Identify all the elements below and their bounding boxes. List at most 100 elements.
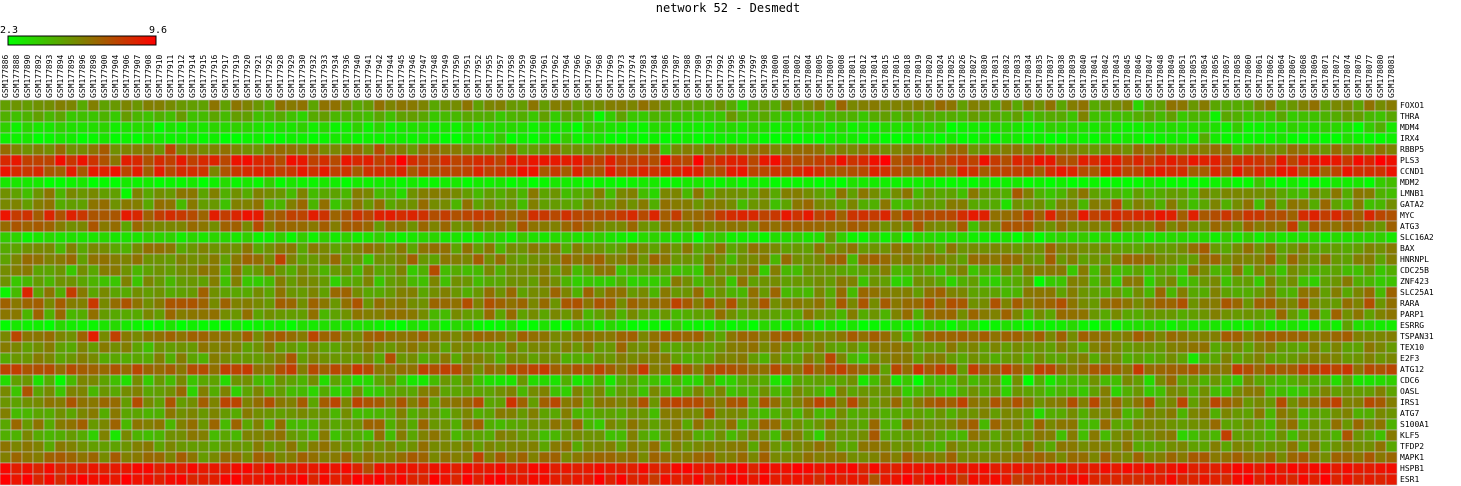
heatmap-cell (274, 264, 287, 277)
heatmap-cell (1110, 154, 1123, 167)
column-label: GSM178014 (870, 54, 879, 98)
heatmap-cell (175, 143, 188, 156)
heatmap-cell (1330, 319, 1343, 332)
heatmap-cell (164, 341, 177, 354)
row-label: PLS3 (1400, 156, 1419, 165)
heatmap-cell (241, 165, 254, 178)
heatmap-cell (142, 396, 155, 409)
heatmap-cell (703, 407, 716, 420)
heatmap-cell (1154, 418, 1167, 431)
heatmap-cell (131, 396, 144, 409)
heatmap-cell (54, 110, 67, 123)
heatmap-cell (868, 451, 881, 464)
heatmap-cell (1264, 198, 1277, 211)
heatmap-cell (1066, 110, 1079, 123)
heatmap-cell (868, 319, 881, 332)
heatmap-cell (230, 429, 243, 442)
heatmap-cell (978, 132, 991, 145)
row-label: SLC25A1 (1400, 288, 1434, 297)
heatmap-cell (307, 165, 320, 178)
heatmap-cell (98, 319, 111, 332)
heatmap-cell (1011, 429, 1024, 442)
heatmap-cell (1319, 308, 1332, 321)
column-label: GSM177898 (89, 54, 98, 98)
heatmap-cell (1176, 462, 1189, 475)
heatmap-cell (1286, 154, 1299, 167)
heatmap-cell (989, 473, 1002, 486)
heatmap-cell (1143, 165, 1156, 178)
heatmap-cell (1099, 253, 1112, 266)
heatmap-cell (120, 286, 133, 299)
heatmap-cell (252, 473, 265, 486)
heatmap-cell (538, 440, 551, 453)
heatmap-cell (1066, 187, 1079, 200)
heatmap-cell (1264, 451, 1277, 464)
heatmap-cell (890, 297, 903, 310)
heatmap-cell (219, 187, 232, 200)
heatmap-cell (670, 429, 683, 442)
heatmap-cell (10, 374, 23, 387)
heatmap-cell (725, 396, 738, 409)
heatmap-cell (362, 198, 375, 211)
heatmap-cell (1297, 451, 1310, 464)
heatmap-cell (1330, 121, 1343, 134)
heatmap-cell (109, 275, 122, 288)
heatmap-cell (1176, 363, 1189, 376)
heatmap-cell (692, 396, 705, 409)
heatmap-cell (1143, 440, 1156, 453)
heatmap-cell (230, 99, 243, 112)
heatmap-cell (318, 341, 331, 354)
heatmap-cell (340, 132, 353, 145)
heatmap-cell (912, 286, 925, 299)
heatmap-cell (483, 121, 496, 134)
heatmap-cell (780, 121, 793, 134)
heatmap-cell (538, 385, 551, 398)
column-label: GSM177964 (562, 54, 571, 98)
heatmap-cell (1088, 176, 1101, 189)
heatmap-cell (197, 275, 210, 288)
heatmap-cell (373, 462, 386, 475)
heatmap-cell (1000, 275, 1013, 288)
heatmap-cell (1143, 374, 1156, 387)
heatmap-cell (923, 176, 936, 189)
heatmap-cell (714, 220, 727, 233)
heatmap-cell (714, 231, 727, 244)
heatmap-cell (1033, 99, 1046, 112)
heatmap-cell (1231, 209, 1244, 222)
heatmap-cell (164, 99, 177, 112)
heatmap-cell (1121, 429, 1134, 442)
heatmap-cell (813, 429, 826, 442)
heatmap-cell (340, 308, 353, 321)
heatmap-cell (230, 286, 243, 299)
heatmap-cell (373, 209, 386, 222)
heatmap-cell (21, 319, 34, 332)
heatmap-cell (571, 363, 584, 376)
heatmap-cell (219, 308, 232, 321)
heatmap-cell (593, 253, 606, 266)
heatmap-cell (219, 319, 232, 332)
heatmap-cell (747, 275, 760, 288)
heatmap-cell (274, 319, 287, 332)
heatmap-cell (1242, 242, 1255, 255)
heatmap-cell (362, 352, 375, 365)
heatmap-cell (945, 231, 958, 244)
heatmap-cell (109, 253, 122, 266)
heatmap-cell (1187, 99, 1200, 112)
heatmap-cell (10, 319, 23, 332)
heatmap-cell (637, 473, 650, 486)
column-label: GSM177961 (540, 54, 549, 98)
heatmap-cell (923, 407, 936, 420)
heatmap-cell (813, 286, 826, 299)
heatmap-cell (1165, 99, 1178, 112)
heatmap-cell (637, 165, 650, 178)
heatmap-cell (1363, 253, 1376, 266)
heatmap-cell (527, 374, 540, 387)
column-label: GSM177952 (474, 54, 483, 98)
heatmap-cell (901, 242, 914, 255)
heatmap-cell (582, 396, 595, 409)
heatmap-cell (472, 154, 485, 167)
column-label: GSM177962 (551, 54, 560, 98)
heatmap-cell (1143, 297, 1156, 310)
heatmap-cell (318, 132, 331, 145)
heatmap-cell (1000, 220, 1013, 233)
